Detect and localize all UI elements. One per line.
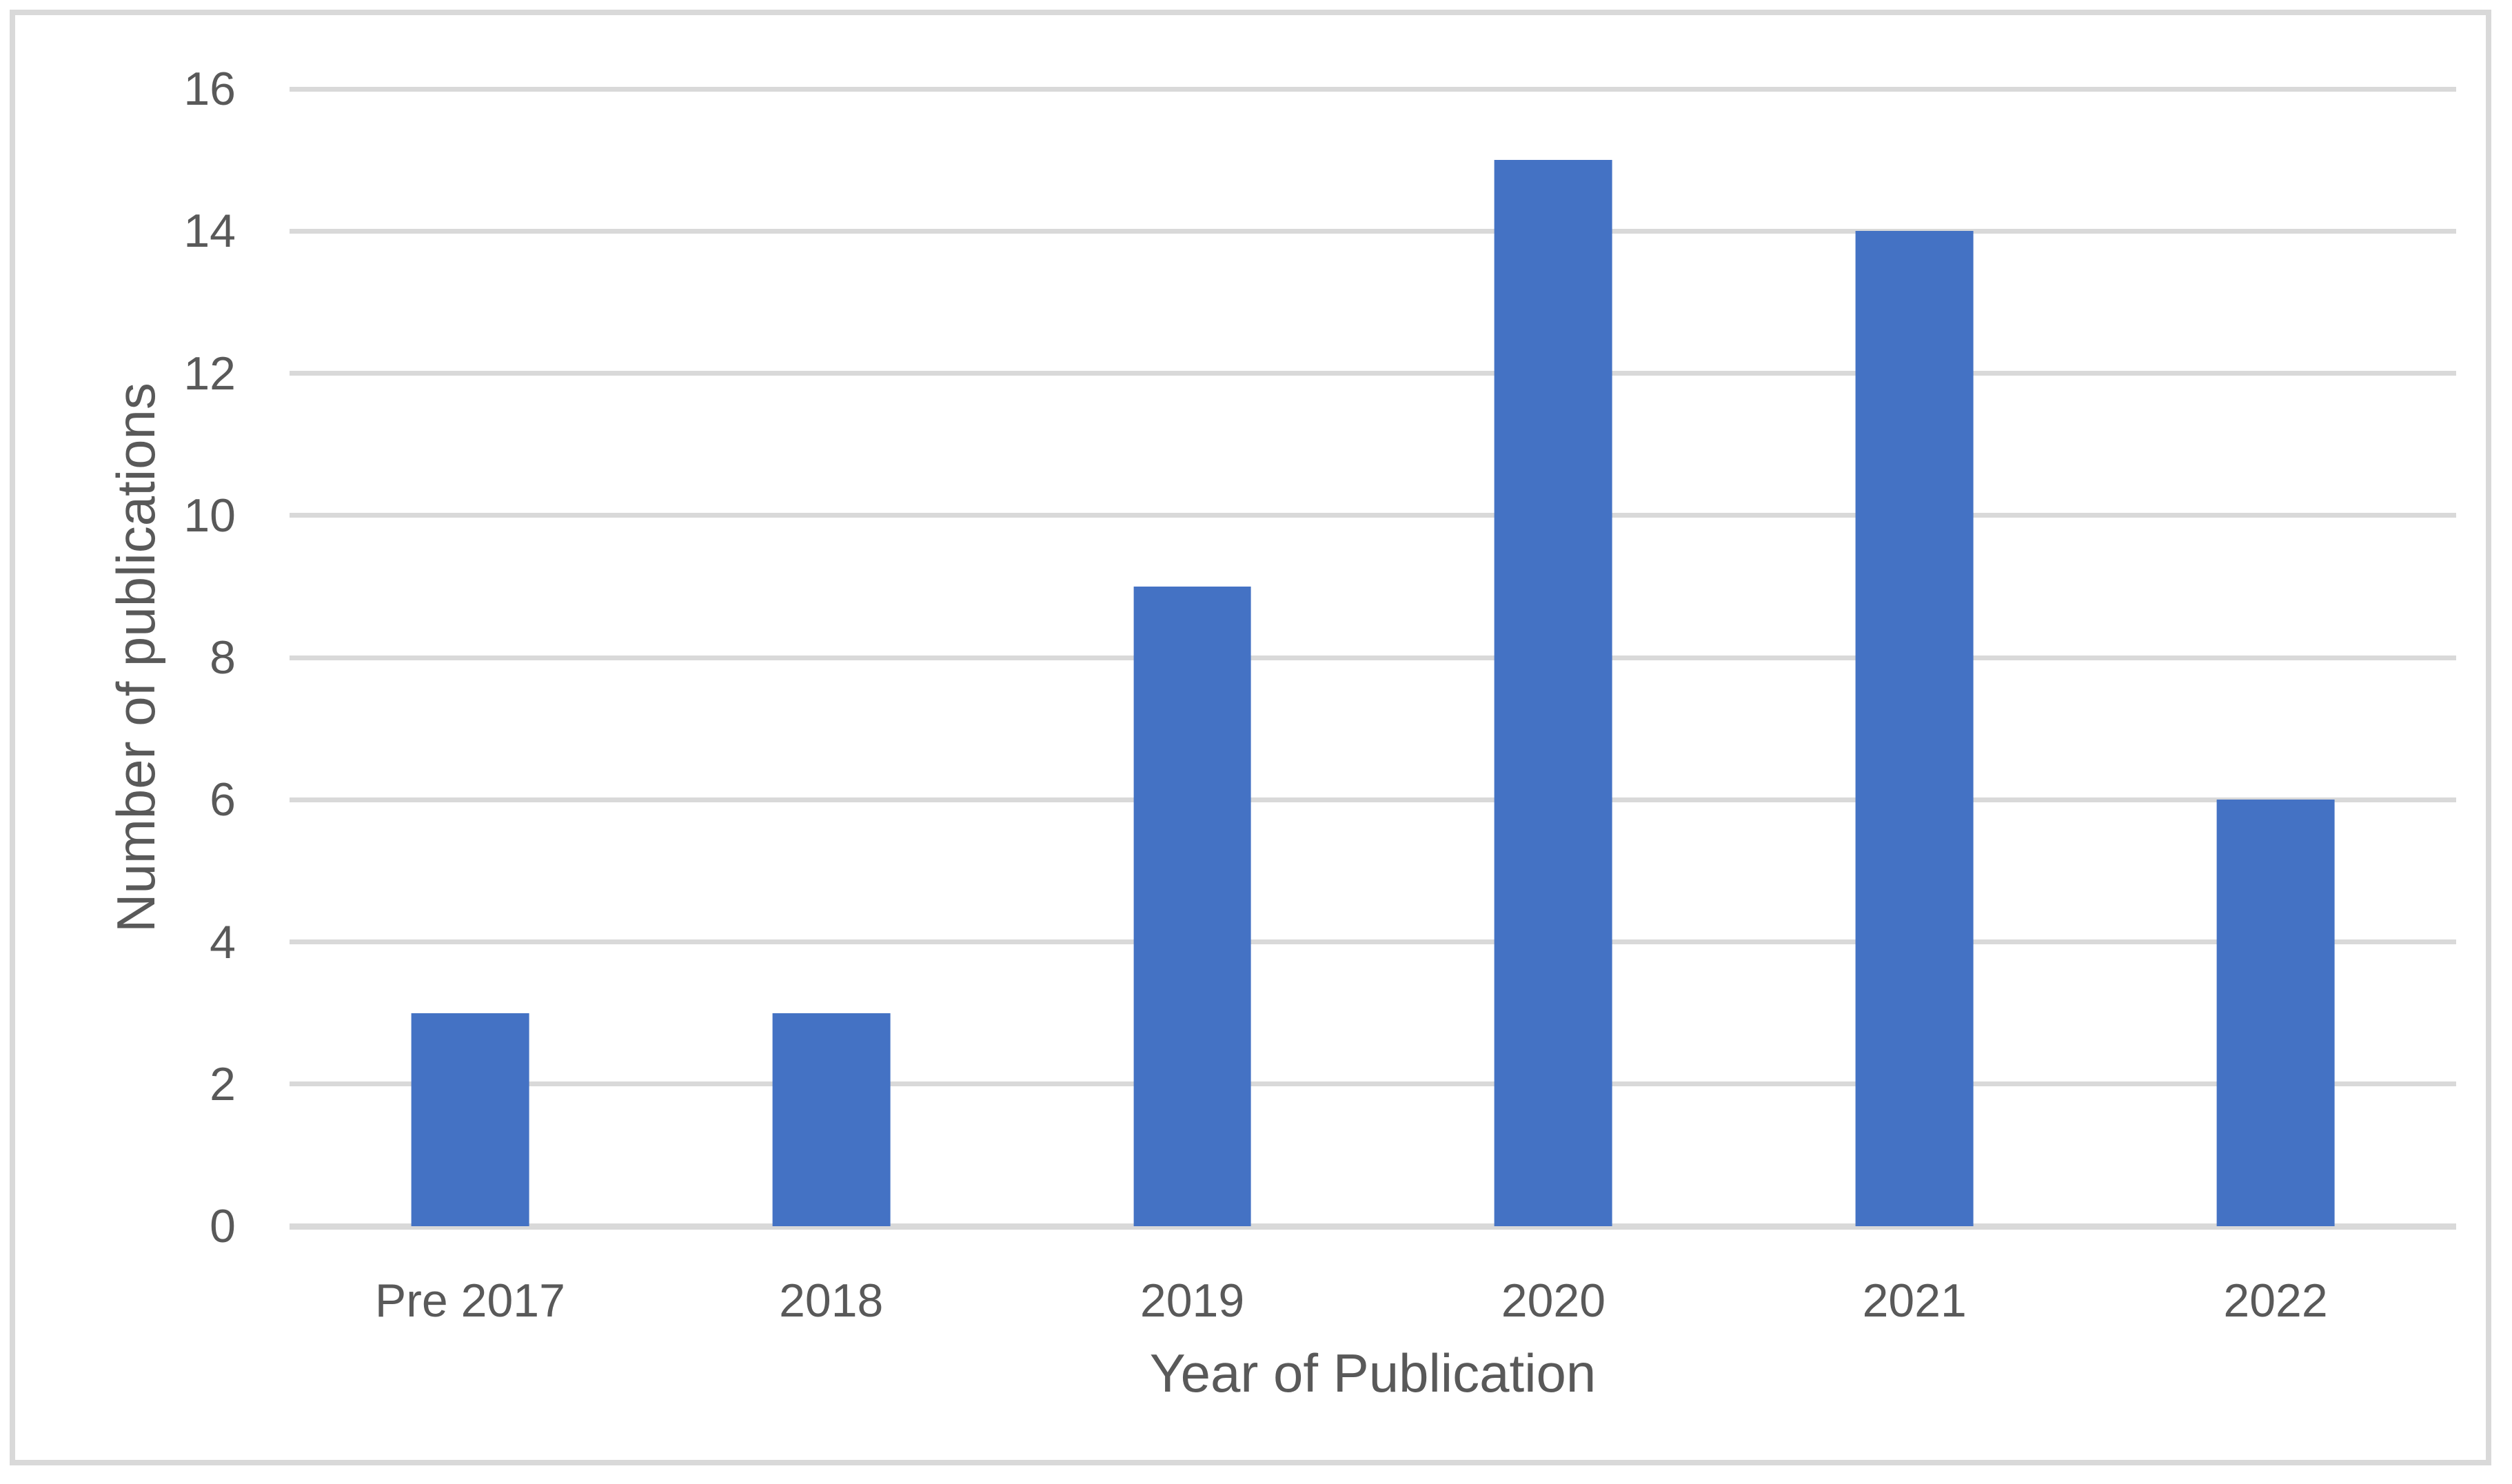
bar-slot-2020 — [1373, 89, 1734, 1226]
x-axis-line — [290, 1223, 2456, 1230]
y-tick-label-0: 0 — [210, 1200, 236, 1252]
x-tick-label-2020: 2020 — [1501, 1274, 1606, 1327]
bar-2020 — [1495, 160, 1612, 1226]
x-tick-label-2018: 2018 — [779, 1274, 884, 1327]
gridline-y-12 — [290, 371, 2456, 376]
x-tick-label-2019: 2019 — [1139, 1274, 1245, 1327]
x-axis-title: Year of Publication — [1149, 1343, 1597, 1403]
bar-slot-2021 — [1734, 89, 2095, 1226]
bar-2022 — [2216, 800, 2335, 1226]
bar-2021 — [1855, 231, 1974, 1226]
gridline-y-10 — [290, 513, 2456, 518]
x-tick-label-Pre 2017: Pre 2017 — [374, 1274, 565, 1327]
y-tick-label-14: 14 — [183, 205, 236, 258]
plot-area — [290, 86, 2456, 1230]
gridline-y-8 — [290, 655, 2456, 660]
x-axis-tick-labels: Pre 2017 2018 2019 2020 2021 2022 — [290, 1275, 2456, 1326]
bar-slot-2022 — [2095, 89, 2456, 1226]
bar-slot-2018 — [651, 89, 1012, 1226]
y-tick-label-6: 6 — [210, 773, 236, 826]
y-tick-label-8: 8 — [210, 631, 236, 684]
y-tick-label-4: 4 — [210, 915, 236, 968]
x-tick-label-2022: 2022 — [2223, 1274, 2328, 1327]
bar-slot-2019 — [1012, 89, 1373, 1226]
gridline-y-6 — [290, 797, 2456, 802]
chart-frame: Number of publications 0 2 4 6 8 10 12 14 16 Pre… — [10, 10, 2491, 1465]
x-tick-label-2021: 2021 — [1862, 1274, 1967, 1327]
y-axis-tick-labels: 0 2 4 6 8 10 12 14 16 — [15, 65, 243, 1250]
y-tick-label-16: 16 — [183, 63, 236, 115]
gridline-y-2 — [290, 1081, 2456, 1087]
y-tick-label-12: 12 — [183, 347, 236, 400]
bar-slot-Pre 2017 — [290, 89, 651, 1226]
bars — [290, 89, 2456, 1226]
bar-2019 — [1133, 586, 1251, 1226]
y-tick-label-2: 2 — [210, 1057, 236, 1110]
bar-2018 — [772, 1013, 891, 1226]
gridline-y-14 — [290, 228, 2456, 234]
bar-Pre 2017 — [411, 1013, 529, 1226]
gridline-y-16 — [290, 86, 2456, 92]
y-tick-label-10: 10 — [183, 489, 236, 542]
gridline-y-4 — [290, 939, 2456, 944]
